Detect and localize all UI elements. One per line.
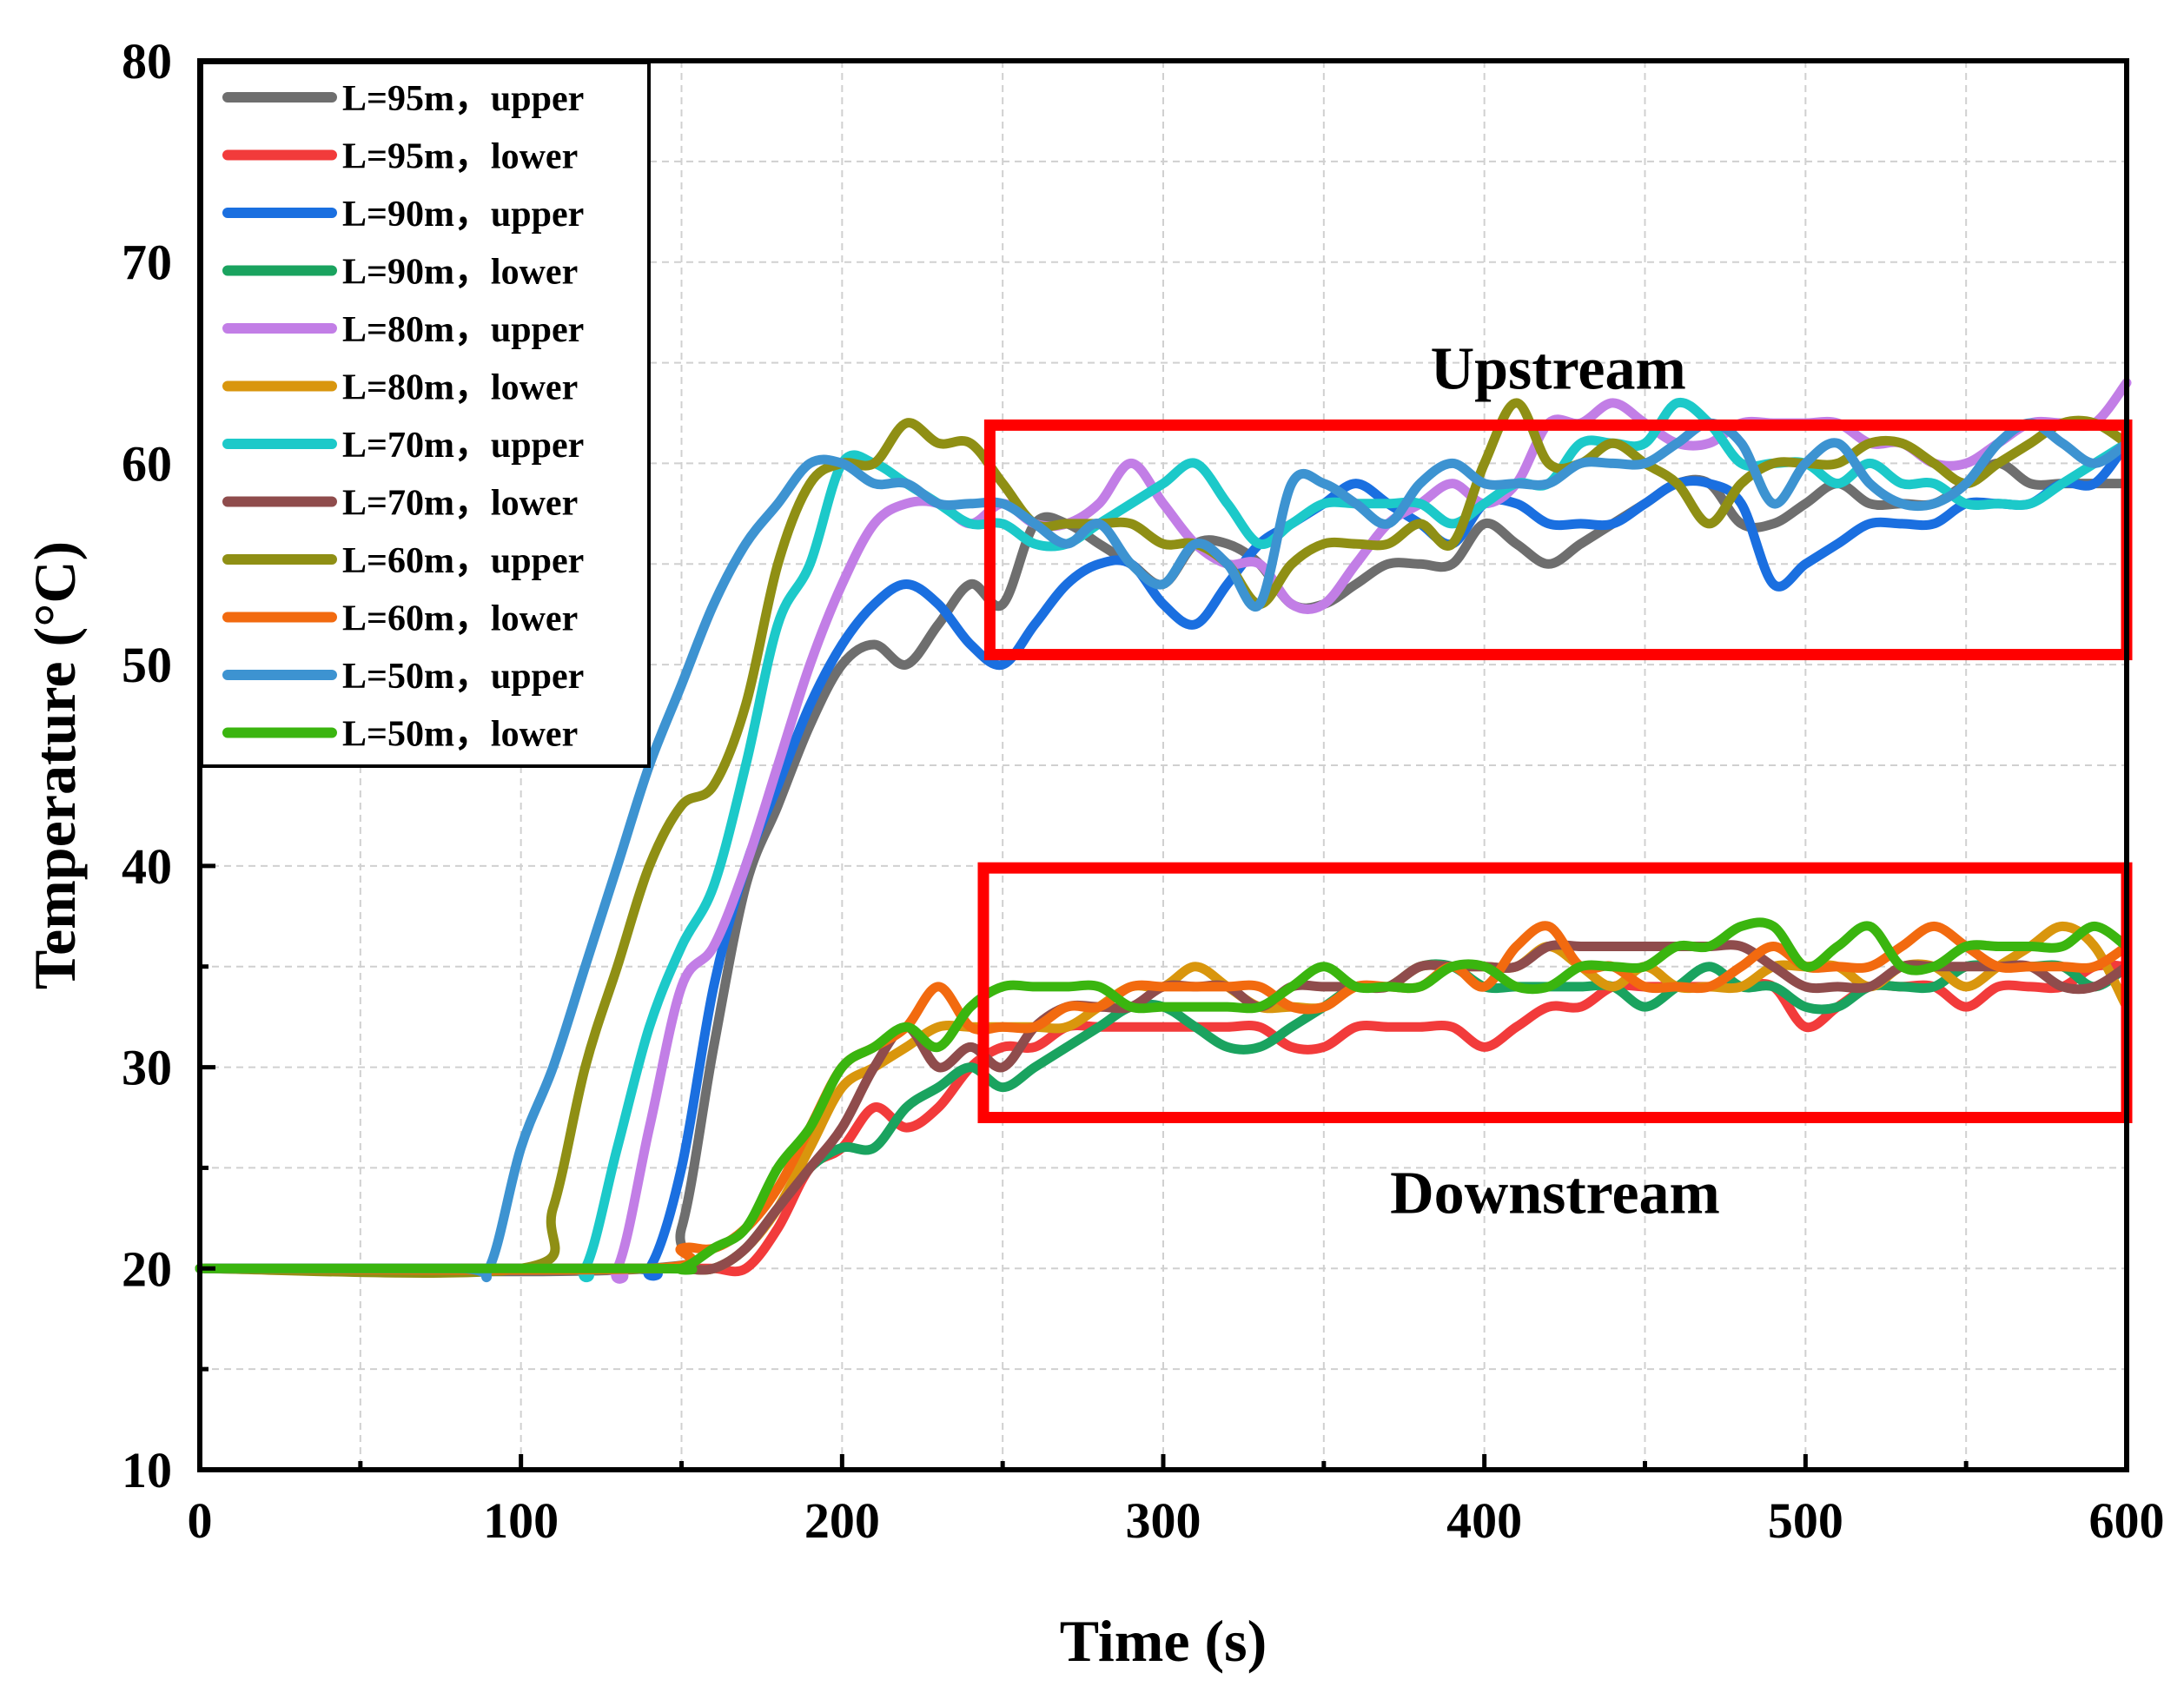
legend-label-10: L=60m，lower (342, 599, 578, 639)
y-tick-label: 80 (122, 33, 172, 89)
x-tick-labels: 0 100 200 300 400 500 600 (188, 1492, 2165, 1549)
y-tick-label: 40 (122, 838, 172, 895)
y-tick-label: 30 (122, 1040, 172, 1096)
x-tick-label: 100 (483, 1492, 559, 1549)
x-tick-label: 600 (2089, 1492, 2165, 1549)
series-line-7 (195, 397, 2132, 1283)
x-tick-label: 300 (1126, 1492, 1201, 1549)
y-tick-label: 20 (122, 1240, 172, 1297)
x-tick-label: 400 (1446, 1492, 1522, 1549)
legend: L=95m，upper L=95m，lower L=90m，upper L=90m，l… (200, 61, 651, 768)
y-tick-label: 70 (122, 235, 172, 291)
y-tick-labels: 10 20 30 40 50 60 70 80 (122, 33, 172, 1498)
legend-label-12: L=50m，lower (342, 715, 578, 755)
x-tick-label: 0 (188, 1492, 213, 1549)
annotation-labels: Upstream Downstream (1390, 335, 1720, 1227)
y-axis-title: Temperature (°C) (22, 541, 88, 989)
legend-label-9: L=60m，upper (342, 541, 584, 581)
legend-label-8: L=70m，lower (342, 484, 578, 524)
legend-label-5: L=80m，upper (342, 310, 584, 350)
y-tick-label: 10 (122, 1442, 172, 1498)
series-layer (195, 378, 2132, 1284)
y-tick-label: 50 (122, 637, 172, 693)
legend-label-11: L=50m，upper (342, 657, 584, 697)
x-tick-label: 500 (1768, 1492, 1843, 1549)
legend-label-1: L=95m，upper (342, 79, 584, 119)
series-line-11 (195, 418, 2132, 1283)
legend-label-2: L=95m，lower (342, 137, 578, 177)
legend-label-3: L=90m，upper (342, 195, 584, 235)
annotation-label-downstream: Downstream (1390, 1161, 1720, 1227)
series-line-8 (195, 940, 2132, 1275)
series-line-12 (195, 917, 2132, 1275)
y-tick-label: 60 (122, 435, 172, 492)
legend-label-6: L=80m，lower (342, 368, 578, 408)
x-tick-label: 200 (804, 1492, 880, 1549)
legend-label-4: L=90m，lower (342, 253, 578, 293)
legend-label-7: L=70m，upper (342, 426, 584, 466)
legend-box (200, 61, 651, 768)
annotation-label-upstream: Upstream (1431, 335, 1686, 402)
x-axis-title: Time (s) (1060, 1608, 1267, 1674)
